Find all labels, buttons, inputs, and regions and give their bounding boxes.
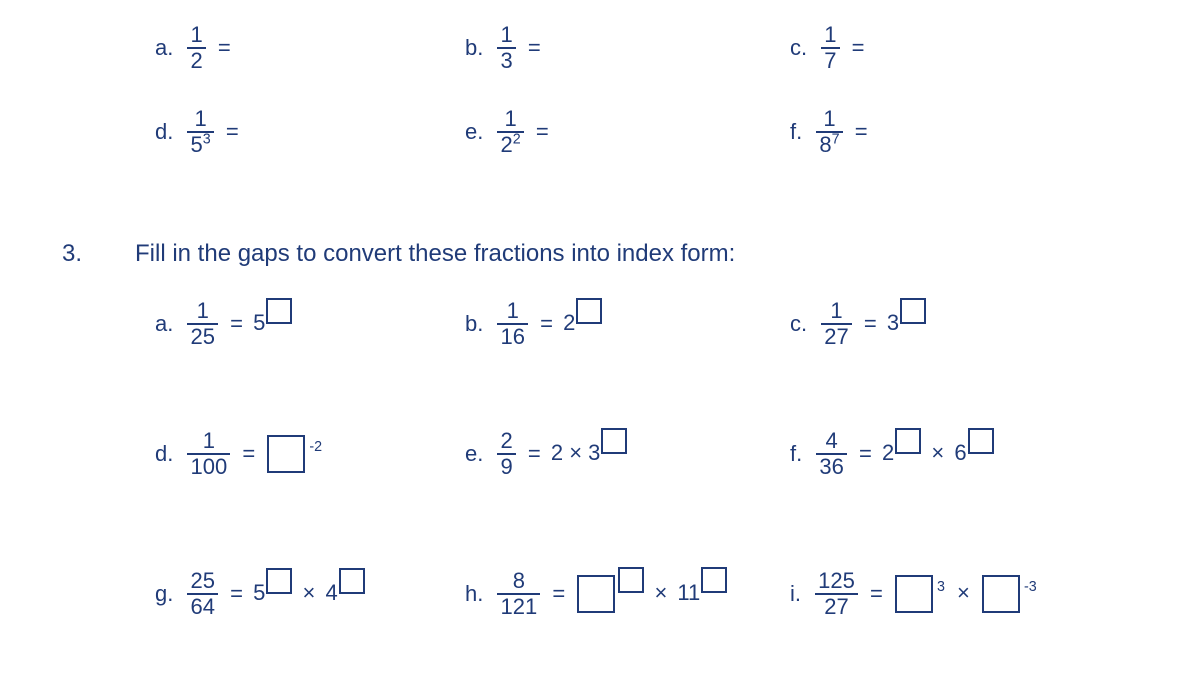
q2-c-label: c. — [790, 35, 807, 61]
equals-sign: = — [528, 441, 541, 467]
q3-f-label: f. — [790, 441, 802, 467]
q3-number: 3. — [62, 240, 82, 268]
q3-a: a. 1 25 = 5 — [155, 300, 292, 348]
q3-b-rhs: 2 — [563, 310, 602, 337]
answer-box[interactable] — [701, 567, 727, 593]
q3-a-label: a. — [155, 311, 173, 337]
q3-g-rhs: 5 × 4 — [253, 580, 365, 607]
q3-e-label: e. — [465, 441, 483, 467]
q2-b: b. 1 3 = — [465, 24, 545, 72]
equals-sign: = — [852, 35, 865, 61]
answer-box[interactable] — [266, 298, 292, 324]
q2-e-label: e. — [465, 119, 483, 145]
q3-h-label: h. — [465, 581, 483, 607]
q3-d: d. 1 100 = -2 — [155, 430, 322, 478]
equals-sign: = — [242, 441, 255, 467]
q2-d-frac: 1 53 — [187, 108, 213, 156]
q3-d-label: d. — [155, 441, 173, 467]
q3-c-frac: 1 27 — [821, 300, 851, 348]
worksheet-page: a. 1 2 = b. 1 3 = c. 1 7 = d. 1 53 = e. — [0, 0, 1200, 675]
q3-g-label: g. — [155, 581, 173, 607]
answer-box[interactable] — [895, 428, 921, 454]
q3-h: h. 8 121 = × 11 — [465, 570, 727, 618]
answer-box[interactable] — [601, 428, 627, 454]
answer-box[interactable] — [982, 575, 1020, 613]
q2-e: e. 1 22 = — [465, 108, 553, 156]
answer-box[interactable] — [895, 575, 933, 613]
q2-e-frac: 1 22 — [497, 108, 523, 156]
equals-sign: = — [855, 119, 868, 145]
answer-box[interactable] — [900, 298, 926, 324]
equals-sign: = — [536, 119, 549, 145]
equals-sign: = — [864, 311, 877, 337]
equals-sign: = — [552, 581, 565, 607]
q3-i-label: i. — [790, 581, 801, 607]
answer-box[interactable] — [577, 575, 615, 613]
q2-a-label: a. — [155, 35, 173, 61]
q3-i: i. 125 27 = 3 × -3 — [790, 570, 1037, 618]
q3-f-rhs: 2 × 6 — [882, 440, 994, 467]
q3-c-rhs: 3 — [887, 310, 926, 337]
q3-b-frac: 1 16 — [497, 300, 527, 348]
q2-f-label: f. — [790, 119, 802, 145]
equals-sign: = — [226, 119, 239, 145]
equals-sign: = — [230, 311, 243, 337]
q3-e-rhs: 2 × 3 — [551, 440, 628, 467]
q2-f: f. 1 87 = — [790, 108, 872, 156]
q2-d: d. 1 53 = — [155, 108, 243, 156]
q3-f-frac: 4 36 — [816, 430, 846, 478]
q2-c: c. 1 7 = — [790, 24, 868, 72]
q2-b-label: b. — [465, 35, 483, 61]
q3-e-frac: 2 9 — [497, 430, 515, 478]
q3-i-frac: 125 27 — [815, 570, 858, 618]
q2-c-frac: 1 7 — [821, 24, 839, 72]
q3-b: b. 1 16 = 2 — [465, 300, 602, 348]
q3-e: e. 2 9 = 2 × 3 — [465, 430, 627, 478]
answer-box[interactable] — [968, 428, 994, 454]
equals-sign: = — [870, 581, 883, 607]
equals-sign: = — [528, 35, 541, 61]
q3-b-label: b. — [465, 311, 483, 337]
q3-g-frac: 25 64 — [187, 570, 217, 618]
q3-f: f. 4 36 = 2 × 6 — [790, 430, 994, 478]
q3-a-frac: 1 25 — [187, 300, 217, 348]
q3-h-frac: 8 121 — [497, 570, 540, 618]
q3-a-rhs: 5 — [253, 310, 292, 337]
q2-a-frac: 1 2 — [187, 24, 205, 72]
answer-box[interactable] — [339, 568, 365, 594]
q3-c: c. 1 27 = 3 — [790, 300, 926, 348]
equals-sign: = — [859, 441, 872, 467]
q3-d-rhs: -2 — [265, 435, 322, 473]
q3-c-label: c. — [790, 311, 807, 337]
q3-h-rhs: × 11 — [575, 575, 727, 613]
equals-sign: = — [230, 581, 243, 607]
q2-a: a. 1 2 = — [155, 24, 235, 72]
equals-sign: = — [218, 35, 231, 61]
q3-instruction: Fill in the gaps to convert these fracti… — [135, 240, 735, 268]
answer-box[interactable] — [267, 435, 305, 473]
q3-g: g. 25 64 = 5 × 4 — [155, 570, 365, 618]
q3-d-frac: 1 100 — [187, 430, 230, 478]
q2-d-label: d. — [155, 119, 173, 145]
answer-box[interactable] — [266, 568, 292, 594]
q2-f-frac: 1 87 — [816, 108, 842, 156]
answer-box[interactable] — [618, 567, 644, 593]
equals-sign: = — [540, 311, 553, 337]
answer-box[interactable] — [576, 298, 602, 324]
q2-b-frac: 1 3 — [497, 24, 515, 72]
q3-i-rhs: 3 × -3 — [893, 575, 1037, 613]
